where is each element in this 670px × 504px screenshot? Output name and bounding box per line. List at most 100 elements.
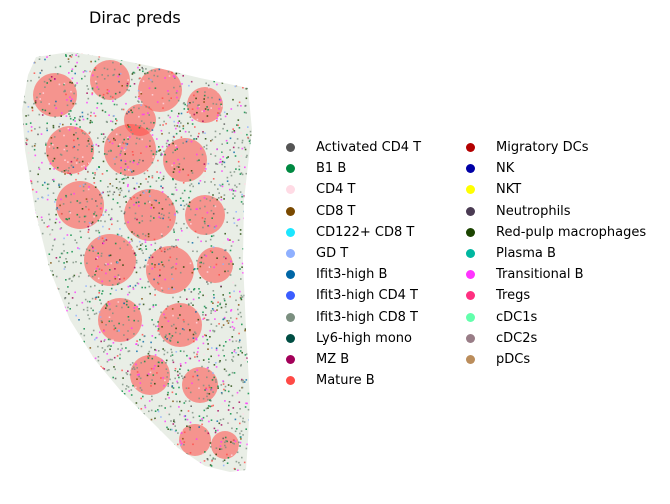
cell-point [94,357,97,360]
cell-point [219,99,222,102]
cell-point [102,468,104,470]
cell-point [170,97,172,99]
cell-point [246,357,248,359]
cell-point [196,91,199,93]
cell-point [175,438,177,441]
cell-point [65,218,67,220]
cell-point [212,309,215,312]
cell-point [156,445,158,448]
cell-point [139,266,142,269]
cell-point [144,234,147,237]
cell-point [153,122,155,124]
cell-point [113,157,116,160]
cell-point [251,418,252,421]
cell-point [49,168,51,170]
cell-point [149,195,151,197]
cell-point [58,449,60,451]
cell-point [138,138,141,140]
cell-point [247,137,250,140]
cell-point [236,391,239,394]
cell-point [162,50,164,52]
cell-point [254,343,256,345]
cell-point [78,348,80,350]
cell-point [244,183,246,185]
cell-point [233,350,236,353]
cell-point [166,145,168,148]
cell-point [80,379,82,381]
cell-point [58,411,61,414]
cell-point [48,475,50,477]
cell-point [218,344,221,347]
cell-point [144,265,146,268]
cell-point [97,145,100,147]
cell-point [140,362,142,364]
cell-point [60,370,63,373]
cell-point [250,65,252,67]
cell-point [73,156,76,159]
cell-point [38,58,41,60]
cell-point [157,159,159,162]
cell-point [184,362,187,364]
cell-point [171,278,174,280]
cell-point [193,113,196,116]
cell-point [189,421,192,424]
cell-point [253,249,255,251]
cell-point [114,277,117,280]
cell-point [82,71,85,73]
cell-point [126,89,128,91]
cell-point [200,256,203,259]
cell-point [110,262,112,265]
cell-point [142,266,144,269]
cell-point [237,313,240,316]
cell-point [245,59,247,62]
legend-marker [286,143,295,153]
cell-point [206,319,208,321]
cell-point [138,446,141,448]
cell-point [227,270,229,272]
cell-point [178,386,180,389]
cell-point [176,370,179,373]
cell-point [96,107,98,109]
cell-point [20,141,22,143]
cell-point [234,309,237,312]
cell-point [184,130,187,133]
cell-point [243,210,246,213]
cell-point [73,145,76,148]
cell-point [38,168,41,170]
cell-point [105,324,107,326]
cell-point [66,99,68,101]
cell-point [68,72,70,74]
cell-point [217,385,219,388]
cell-point [87,228,90,231]
cell-point [104,412,106,414]
cell-point [245,447,248,450]
cell-point [68,167,70,169]
cell-point [103,410,106,412]
cell-point [152,438,155,441]
cell-point [183,102,185,104]
cell-point [248,140,251,142]
cell-point [36,96,38,99]
cell-point [38,392,41,395]
cell-point [70,387,73,389]
cell-point [61,252,64,255]
cell-point [66,252,69,254]
cell-point [242,434,244,436]
cell-point [179,314,181,316]
cell-point [238,332,240,335]
legend-item: Ifit3-high CD4 T [286,285,486,306]
cell-point [180,234,183,237]
cell-point [113,73,115,76]
cell-point [38,341,40,344]
cell-point [175,327,177,330]
cell-point [98,471,100,472]
cell-point [221,183,224,186]
cell-point [124,211,126,213]
cell-point [215,429,217,432]
cell-point [252,346,254,348]
cell-point [162,102,165,105]
cell-point [38,76,40,79]
cell-point [157,283,160,285]
cell-point [156,75,159,78]
cell-point [166,338,168,340]
